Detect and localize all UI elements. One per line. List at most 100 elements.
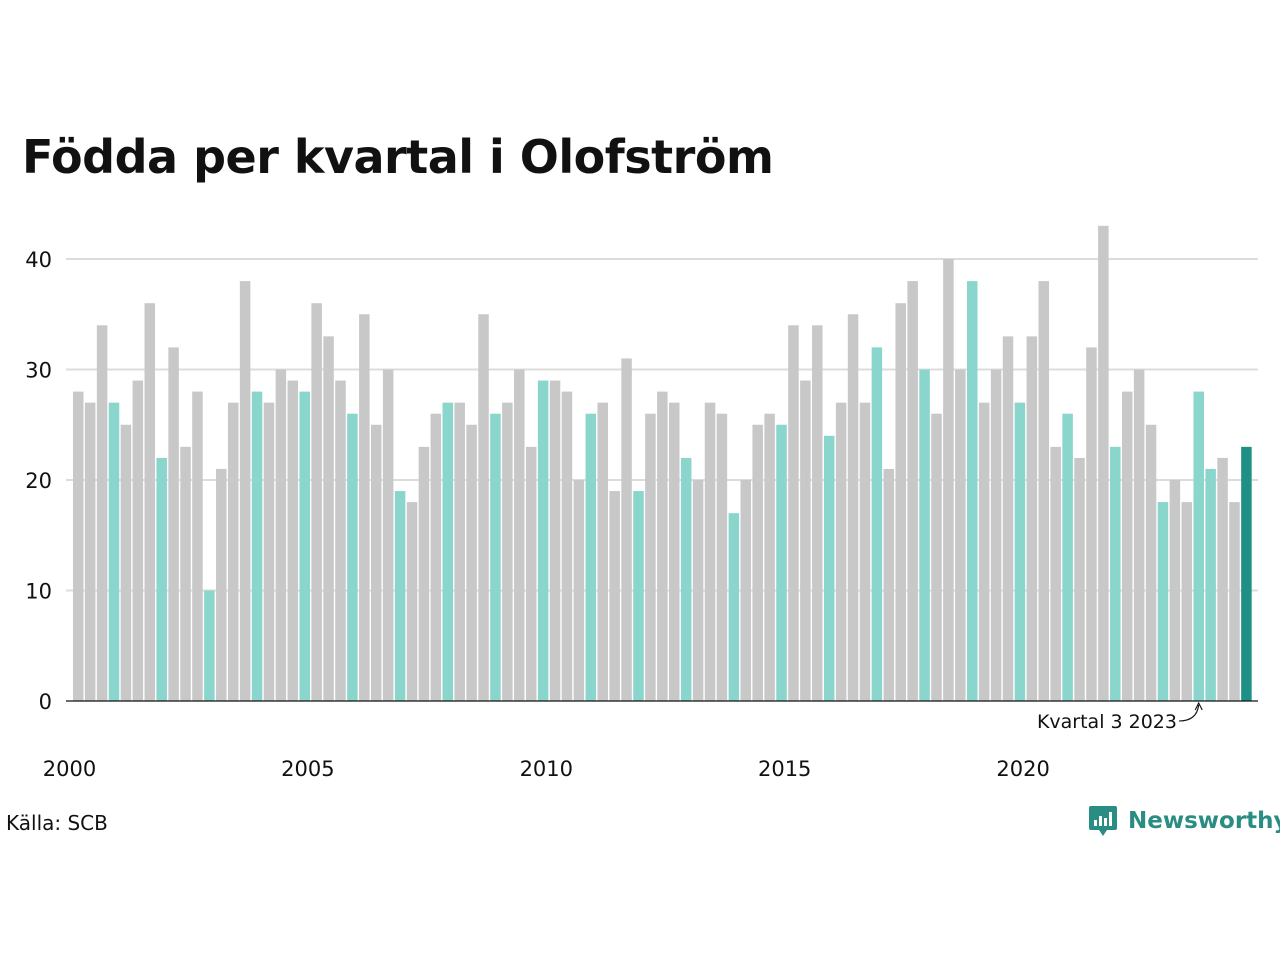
bar bbox=[1133, 369, 1145, 701]
bar bbox=[227, 402, 239, 701]
x-tick-label: 2000 bbox=[43, 757, 96, 781]
bar bbox=[1205, 468, 1216, 701]
bar bbox=[549, 380, 561, 701]
bar bbox=[680, 457, 692, 701]
bar bbox=[192, 391, 203, 701]
bar bbox=[502, 402, 513, 701]
bar bbox=[907, 281, 918, 701]
brand-name: Newsworthy bbox=[1128, 808, 1280, 834]
bar bbox=[764, 413, 775, 701]
bar bbox=[823, 435, 835, 701]
bar bbox=[204, 590, 215, 701]
bar bbox=[156, 457, 167, 701]
bar bbox=[490, 413, 501, 701]
bar bbox=[1229, 502, 1240, 701]
bar bbox=[812, 325, 823, 701]
bar bbox=[859, 402, 871, 701]
bar bbox=[323, 336, 334, 701]
bar bbox=[96, 325, 108, 701]
bar bbox=[287, 380, 299, 701]
bar bbox=[1026, 336, 1038, 701]
bar bbox=[1217, 457, 1228, 701]
bar bbox=[263, 402, 275, 701]
bar bbox=[251, 391, 263, 701]
bar bbox=[931, 413, 942, 701]
bar bbox=[883, 468, 895, 701]
bar bbox=[347, 413, 358, 701]
bar bbox=[943, 259, 954, 701]
bar bbox=[978, 402, 990, 701]
bar bbox=[168, 347, 179, 701]
y-tick-label: 30 bbox=[25, 359, 52, 383]
annotation-arrow bbox=[1178, 704, 1200, 722]
bar bbox=[633, 491, 644, 701]
bar bbox=[597, 402, 608, 701]
x-axis-ticks: 2000 2005 2010 2015 2020 bbox=[43, 757, 1050, 781]
annotation: Kvartal 3 2023 bbox=[1037, 701, 1203, 733]
bar bbox=[871, 347, 883, 701]
bar bbox=[239, 281, 251, 701]
chart-title: Födda per kvartal i Olofström bbox=[22, 130, 774, 184]
bar bbox=[382, 369, 394, 701]
bar bbox=[728, 513, 740, 701]
bar bbox=[1181, 502, 1193, 701]
bar bbox=[752, 424, 763, 701]
bar bbox=[180, 446, 191, 701]
annotation-label: Kvartal 3 2023 bbox=[1037, 711, 1177, 733]
bar bbox=[645, 413, 656, 701]
bar bbox=[442, 402, 454, 701]
bar bbox=[585, 413, 597, 701]
bar bbox=[1050, 446, 1061, 701]
bar bbox=[418, 446, 430, 701]
bar bbox=[108, 402, 120, 701]
bar bbox=[1169, 480, 1181, 701]
bar bbox=[990, 369, 1002, 701]
bar bbox=[1014, 402, 1026, 701]
bar bbox=[609, 491, 620, 701]
bar bbox=[132, 380, 144, 701]
bar bbox=[466, 424, 477, 701]
bar bbox=[1062, 413, 1073, 701]
bar bbox=[1074, 457, 1085, 701]
bar bbox=[716, 413, 728, 701]
newsworthy-logo-icon bbox=[1089, 806, 1117, 836]
bar bbox=[299, 391, 310, 701]
bar bbox=[1241, 446, 1252, 701]
bar bbox=[394, 491, 406, 701]
bar bbox=[454, 402, 465, 701]
bar bbox=[621, 358, 632, 701]
bar bbox=[573, 480, 585, 701]
bar bbox=[525, 446, 537, 701]
bar bbox=[692, 480, 704, 701]
bar bbox=[1193, 391, 1204, 701]
bar bbox=[84, 402, 96, 701]
bar bbox=[788, 325, 799, 701]
y-axis-ticks: 0 10 20 30 40 bbox=[25, 248, 52, 714]
bar bbox=[1121, 391, 1133, 701]
bar bbox=[311, 303, 322, 701]
bar bbox=[967, 281, 978, 701]
bar bbox=[776, 424, 787, 701]
bar bbox=[1157, 502, 1169, 701]
bar bbox=[895, 303, 906, 701]
bar bbox=[275, 369, 287, 701]
bar bbox=[1002, 336, 1014, 701]
bar bbox=[1086, 347, 1097, 701]
bar bbox=[919, 369, 930, 701]
bar bbox=[1145, 424, 1157, 701]
bar bbox=[430, 413, 442, 701]
bar bbox=[406, 502, 418, 701]
bars bbox=[73, 225, 1252, 701]
source-note: Källa: SCB bbox=[6, 811, 108, 835]
bar bbox=[371, 424, 382, 701]
bar bbox=[955, 369, 966, 701]
bar bbox=[657, 391, 668, 701]
bar bbox=[669, 402, 680, 701]
x-tick-label: 2010 bbox=[520, 757, 573, 781]
bar bbox=[335, 380, 346, 701]
bar bbox=[1038, 281, 1050, 701]
bar bbox=[514, 369, 525, 701]
bar bbox=[1110, 446, 1121, 701]
bar bbox=[478, 314, 489, 701]
brand-logo: Newsworthy bbox=[1088, 804, 1280, 838]
